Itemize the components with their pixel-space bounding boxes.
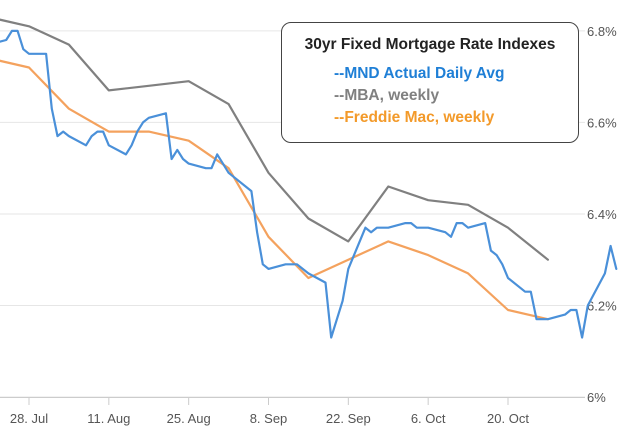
x-tick-label: 28. Jul — [10, 411, 48, 426]
series-line-freddie — [0, 59, 549, 321]
legend-entry-mba: --MBA, weekly — [334, 87, 439, 105]
legend-label-freddie: --Freddie Mac, weekly — [334, 109, 495, 126]
chart-title: 30yr Fixed Mortgage Rate Indexes — [304, 36, 556, 53]
axis-layer: 6% 6.2% 6.4% 6.6% 6.8% 28. Jul 11. Aug 25. Aug 8… — [0, 24, 617, 426]
legend-label-mnd: --MND Actual Daily Avg — [334, 65, 505, 82]
y-tick-label: 6.6% — [587, 115, 617, 130]
legend-entry-mnd: --MND Actual Daily Avg — [334, 65, 505, 83]
x-tick-label: 8. Sep — [250, 411, 288, 426]
y-tick-label: 6.2% — [587, 298, 617, 313]
series-line-mba — [0, 18, 549, 261]
x-tick-label: 20. Oct — [487, 411, 529, 426]
series-line-mnd — [0, 29, 618, 339]
y-tick-label: 6.8% — [587, 24, 617, 39]
series-layer — [0, 18, 618, 339]
x-tick-label: 25. Aug — [167, 411, 211, 426]
y-tick-label: 6% — [587, 390, 606, 405]
x-tick-label: 11. Aug — [87, 411, 130, 426]
legend-label-mba: --MBA, weekly — [334, 87, 440, 104]
x-tick-label: 22. Sep — [326, 411, 371, 426]
legend-entry-freddie: --Freddie Mac, weekly — [334, 109, 494, 127]
y-tick-label: 6.4% — [587, 207, 617, 222]
legend: 30yr Fixed Mortgage Rate Indexes --MND A… — [281, 22, 579, 143]
x-tick-label: 6. Oct — [411, 411, 446, 426]
